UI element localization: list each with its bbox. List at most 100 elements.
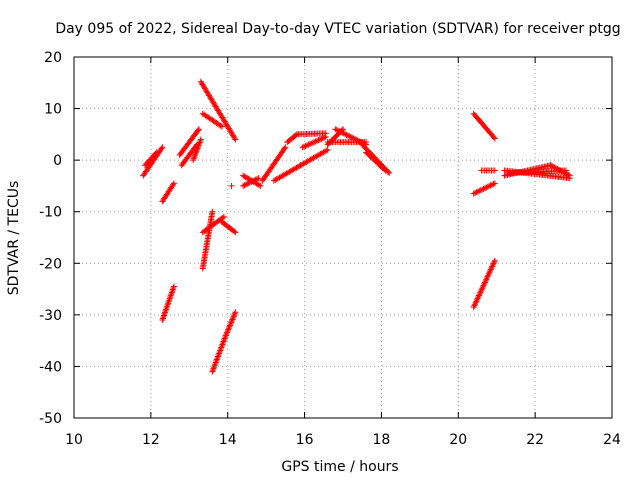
data-point — [318, 135, 325, 142]
data-point — [224, 328, 231, 335]
data-point — [562, 170, 569, 177]
data-point — [480, 282, 487, 289]
data-point — [323, 147, 330, 154]
data-point — [282, 144, 289, 151]
data-point — [303, 142, 310, 149]
data-point — [336, 128, 343, 135]
data-point — [190, 155, 197, 162]
data-point — [491, 259, 498, 266]
data-point — [479, 283, 486, 290]
data-point — [491, 135, 498, 142]
data-point — [474, 295, 481, 302]
data-point — [333, 126, 340, 133]
data-point — [191, 152, 198, 159]
data-point — [557, 167, 564, 174]
data-point — [232, 136, 239, 143]
data-point — [228, 182, 235, 189]
data-point — [217, 122, 224, 129]
data-point — [483, 275, 490, 282]
data-point — [301, 143, 308, 150]
data-point — [473, 189, 480, 196]
data-point — [335, 127, 342, 134]
data-point — [490, 260, 497, 267]
x-tick-label: 24 — [603, 432, 621, 448]
grid — [74, 57, 612, 418]
data-point — [255, 175, 262, 182]
data-point — [471, 301, 478, 308]
y-tick-label: -40 — [39, 359, 62, 375]
data-point — [490, 134, 497, 141]
data-point — [478, 286, 485, 293]
data-point — [342, 131, 349, 138]
data-point — [476, 291, 483, 298]
x-tick-label: 22 — [526, 432, 544, 448]
data-point — [491, 257, 498, 264]
y-tick-label: -20 — [39, 256, 62, 272]
data-point — [487, 267, 494, 274]
data-point — [485, 270, 492, 277]
y-tick-label: 20 — [44, 50, 62, 66]
data-point — [232, 309, 239, 316]
data-point — [226, 322, 233, 329]
plot-frame — [73, 56, 613, 419]
data-point — [241, 182, 248, 189]
data-point — [240, 182, 247, 189]
data-point — [555, 166, 562, 173]
data-point — [481, 185, 488, 192]
data-point — [319, 135, 326, 142]
data-point — [471, 302, 478, 309]
data-point — [476, 187, 483, 194]
data-point — [381, 166, 388, 173]
data-point — [231, 135, 238, 142]
data-point — [344, 132, 351, 139]
data-point — [491, 180, 498, 187]
data-point — [312, 138, 319, 145]
data-point — [244, 180, 251, 187]
data-point — [247, 179, 254, 186]
data-point — [559, 168, 566, 175]
data-point — [158, 145, 165, 152]
data-point — [315, 137, 322, 144]
data-point — [479, 186, 486, 193]
data-point — [337, 129, 344, 136]
data-point — [308, 140, 315, 147]
data-point — [563, 171, 570, 178]
data-point — [488, 264, 495, 271]
data-point — [558, 168, 565, 175]
data-point — [226, 323, 233, 330]
data-point — [242, 181, 249, 188]
data-point — [484, 273, 491, 280]
data-point — [483, 184, 490, 191]
data-point — [551, 164, 558, 171]
data-point — [222, 332, 229, 339]
data-point — [347, 133, 354, 140]
x-tick-label: 14 — [219, 432, 237, 448]
data-point — [314, 137, 321, 144]
data-point — [231, 228, 238, 235]
data-point — [486, 183, 493, 190]
data-point — [281, 145, 288, 152]
data-point — [245, 180, 252, 187]
data-point — [192, 151, 199, 158]
data-point — [228, 317, 235, 324]
data-point — [218, 123, 225, 130]
data-point — [473, 296, 480, 303]
data-point — [299, 144, 306, 151]
data-point — [472, 299, 479, 306]
data-point — [306, 141, 313, 148]
data-point — [561, 169, 568, 176]
data-point — [554, 165, 561, 172]
data-point — [316, 136, 323, 143]
data-point — [382, 167, 389, 174]
data-point — [193, 148, 200, 155]
data-point — [485, 272, 492, 279]
data-point — [251, 177, 258, 184]
data-point — [473, 298, 480, 305]
data-point — [248, 178, 255, 185]
data-point — [195, 142, 202, 149]
data-point — [302, 142, 309, 149]
x-tick-label: 12 — [142, 432, 160, 448]
data-point — [223, 329, 230, 336]
data-point — [470, 190, 477, 197]
